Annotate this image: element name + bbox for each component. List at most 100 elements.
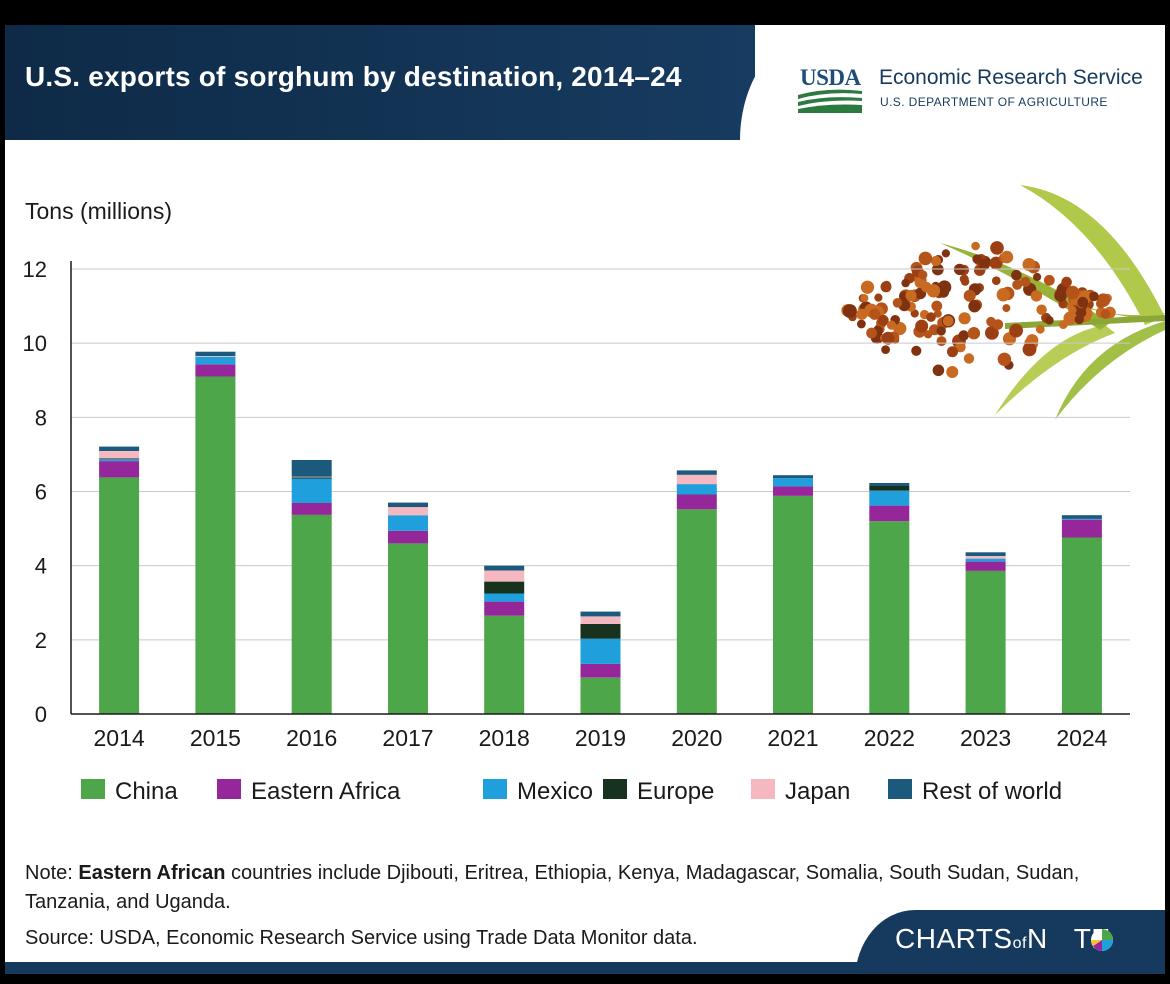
legend-swatch	[603, 779, 627, 799]
bar-segment	[291, 514, 332, 714]
x-tick-label: 2016	[286, 725, 337, 751]
bar-segment	[195, 351, 236, 357]
bar-segment	[869, 521, 910, 714]
bar-segment	[580, 638, 621, 664]
bar-segment	[291, 477, 332, 479]
bar-segment	[388, 502, 428, 508]
note-emphasis: Eastern African	[78, 862, 226, 884]
bar-segment	[195, 364, 236, 377]
bar-segment	[1061, 519, 1102, 538]
x-tick-label: 2015	[190, 725, 241, 751]
bar-segment	[773, 475, 813, 479]
legend-label: China	[115, 778, 178, 805]
y-tick-label: 8	[35, 405, 47, 430]
bar-segment	[291, 503, 332, 515]
bar-segment	[773, 496, 813, 714]
bar-segment	[484, 565, 525, 571]
bar-segment	[676, 509, 717, 714]
y-axis-label: Tons (millions)	[25, 198, 172, 224]
y-tick-label: 6	[35, 480, 47, 505]
bar-segment	[676, 474, 717, 485]
bar-segment	[484, 581, 525, 594]
bar-segment	[965, 561, 1006, 571]
pie-icon	[1091, 929, 1113, 951]
bar-segment	[965, 552, 1006, 556]
legend-label: Eastern Africa	[251, 778, 401, 805]
bar-segment	[99, 458, 140, 460]
bar-segment	[965, 570, 1006, 714]
bar-segment	[388, 507, 428, 516]
usda-logo-icon	[798, 89, 862, 113]
x-tick-label: 2022	[864, 725, 915, 751]
bar-segment	[195, 356, 236, 357]
bar-segment	[1061, 515, 1102, 519]
sorghum-plant-icon	[841, 185, 1165, 420]
legend-swatch	[81, 779, 105, 799]
legend-label: Rest of world	[922, 778, 1062, 805]
bar-segment	[484, 593, 525, 602]
bar-segment	[99, 451, 140, 459]
x-tick-label: 2023	[960, 725, 1011, 751]
x-tick-label: 2019	[575, 725, 626, 751]
bar-segment	[869, 505, 910, 522]
x-tick-label: 2014	[94, 725, 145, 751]
bar-segment	[484, 615, 525, 714]
y-tick-label: 4	[35, 554, 47, 579]
bar-segment	[965, 556, 1006, 559]
bar-segment	[291, 478, 332, 503]
bar-segment	[484, 601, 525, 616]
department-name: U.S. DEPARTMENT OF AGRICULTURE	[880, 95, 1108, 109]
x-tick-label: 2017	[382, 725, 433, 751]
bar-segment	[484, 570, 525, 582]
bar-segment	[388, 515, 428, 531]
x-tick-label: 2020	[671, 725, 722, 751]
bar-segment	[580, 677, 621, 714]
legend-swatch	[217, 779, 241, 799]
bar-segment	[388, 543, 428, 714]
bar-segment	[965, 558, 1006, 562]
bar-segment	[773, 478, 813, 487]
legend-label: Japan	[785, 778, 850, 805]
bar-segment	[99, 446, 140, 451]
bar-segment	[291, 476, 332, 478]
y-tick-label: 10	[23, 331, 47, 356]
bar-segment	[99, 459, 140, 462]
y-tick-label: 2	[35, 628, 47, 653]
usda-wordmark: USDA	[800, 65, 861, 90]
charts-of-note-logo: CHARTSofNTE	[895, 923, 1110, 954]
bar-segment	[676, 484, 717, 495]
bar-segment	[869, 485, 910, 491]
legend-label: Mexico	[517, 778, 593, 805]
legend-swatch	[888, 779, 912, 799]
bar-segment	[676, 470, 717, 475]
bar-segment	[291, 460, 332, 477]
bar-segment	[195, 356, 236, 365]
agency-name: Economic Research Service	[879, 66, 1143, 89]
bar-segment	[1061, 518, 1102, 520]
bar-segment	[1061, 537, 1102, 714]
x-tick-label: 2021	[767, 725, 818, 751]
bar-segment	[99, 477, 140, 714]
legend-swatch	[751, 779, 775, 799]
bar-segment	[99, 461, 140, 478]
x-tick-label: 2018	[479, 725, 530, 751]
chart-source: Source: USDA, Economic Research Service …	[25, 927, 698, 949]
legend-label: Europe	[637, 778, 714, 805]
bar-segment	[676, 494, 717, 510]
bar-segment	[580, 611, 621, 617]
chart-note: Note: Eastern African countries include …	[25, 862, 1080, 913]
footer-bar	[5, 962, 1165, 974]
bar-segment	[580, 663, 621, 678]
y-tick-label: 12	[23, 257, 47, 282]
bar-segment	[869, 490, 910, 506]
chart-card: U.S. exports of sorghum by destination, …	[5, 25, 1165, 974]
bar-segment	[580, 623, 621, 639]
legend-swatch	[483, 779, 507, 799]
x-tick-label: 2024	[1056, 725, 1107, 751]
bar-segment	[195, 376, 236, 714]
bar-segment	[388, 530, 428, 544]
stacked-bar-chart: 0 2 4 6 8 10 12 Tons (millions) 2014 2015 2016 2017…	[23, 185, 1165, 805]
chart-title: U.S. exports of sorghum by destination, …	[25, 61, 682, 92]
y-tick-label: 0	[35, 702, 47, 727]
bar-segment	[773, 486, 813, 496]
